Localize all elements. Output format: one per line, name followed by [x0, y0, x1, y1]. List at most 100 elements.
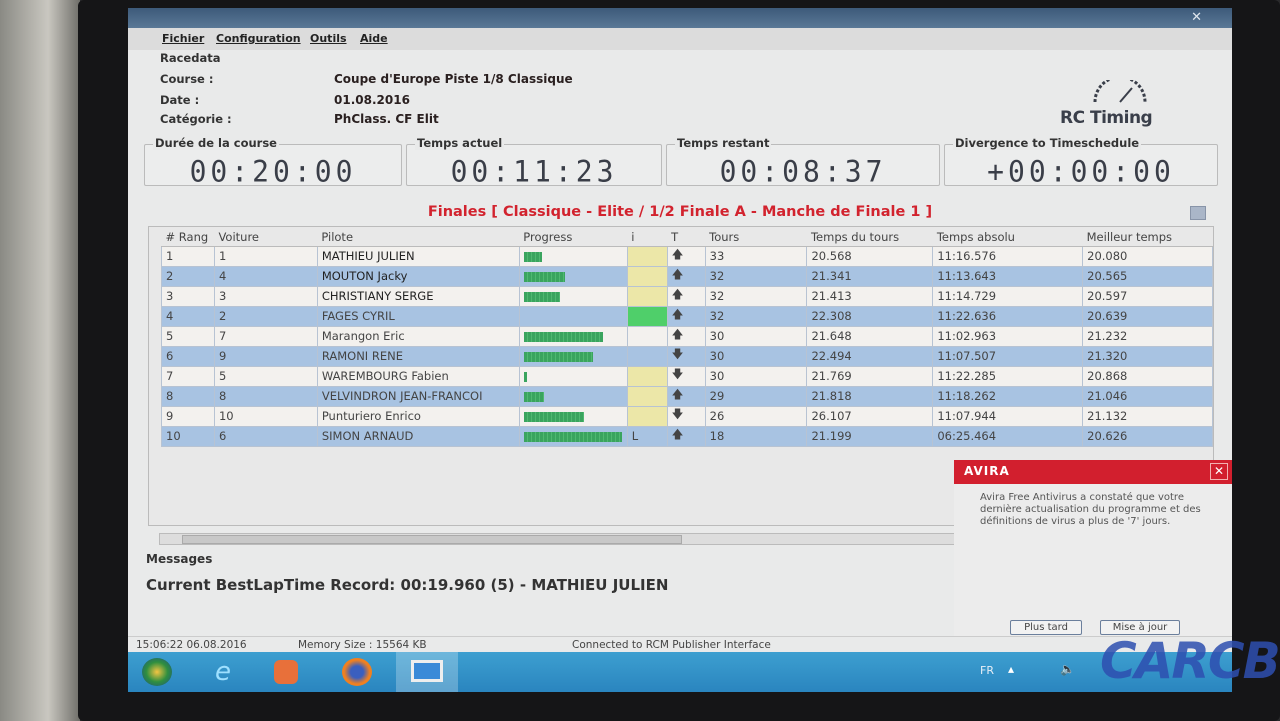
- column-header[interactable]: Temps du tours: [806, 229, 933, 247]
- arrow-up-icon: 🡅: [671, 326, 684, 341]
- cell-trend: 🡅: [666, 285, 706, 307]
- clock-value: 00:11:23: [450, 154, 618, 189]
- internet-explorer-icon[interactable]: e: [215, 657, 231, 687]
- column-header[interactable]: Pilote: [317, 229, 520, 247]
- clock-label: Divergence to Timeschedule: [953, 136, 1142, 150]
- settings-icon[interactable]: [1190, 206, 1206, 220]
- cell-temps-absolu: 11:16.576: [932, 245, 1084, 267]
- media-player-icon[interactable]: [274, 660, 298, 684]
- language-indicator[interactable]: FR: [980, 664, 994, 677]
- cell-voiture: 8: [213, 385, 318, 407]
- arrow-up-icon: 🡅: [671, 286, 684, 301]
- cell-info: L: [626, 425, 668, 447]
- column-header[interactable]: Temps absolu: [932, 229, 1083, 247]
- table-row[interactable]: 8 8 VELVINDRON JEAN-FRANCOI 🡅 29 21.818 11:18.…: [161, 385, 1213, 407]
- cell-info: [626, 245, 668, 267]
- tray-up-icon[interactable]: ▴: [1008, 662, 1015, 676]
- cell-temps-absolu: 11:07.507: [932, 345, 1084, 367]
- messages-title: Messages: [146, 552, 213, 566]
- table-row[interactable]: 2 4 MOUTON Jacky 🡅 32 21.341 11:13.643 20.565: [161, 265, 1213, 287]
- cell-voiture: 4: [213, 265, 318, 287]
- column-header[interactable]: Voiture: [214, 229, 318, 247]
- course-value: Coupe d'Europe Piste 1/8 Classique: [334, 72, 573, 86]
- cell-meilleur: 21.320: [1082, 345, 1213, 367]
- cell-info: [626, 325, 668, 347]
- cell-pilote: FAGES CYRIL: [316, 305, 520, 327]
- volume-icon[interactable]: 🔈: [1060, 662, 1075, 676]
- cell-info: [626, 365, 668, 387]
- table-row[interactable]: 1 1 MATHIEU JULIEN 🡅 33 20.568 11:16.576 20.080: [161, 245, 1213, 267]
- close-icon[interactable]: ✕: [1191, 10, 1202, 25]
- column-header[interactable]: # Rang: [161, 229, 215, 247]
- table-row[interactable]: 10 6 SIMON ARNAUD L 🡅 18 21.199 06:25.464 20.626: [161, 425, 1213, 447]
- menu-fichier[interactable]: Fichier: [162, 32, 205, 45]
- table-row[interactable]: 7 5 WAREMBOURG Fabien 🡇 30 21.769 11:22.285 20.…: [161, 365, 1213, 387]
- cell-info: [626, 265, 668, 287]
- scrollbar-thumb[interactable]: [182, 535, 682, 544]
- cell-temps-tour: 21.341: [806, 265, 934, 287]
- table-row[interactable]: 9 10 Punturiero Enrico 🡇 26 26.107 11:07.944 21…: [161, 405, 1213, 427]
- cell-tours: 30: [704, 325, 808, 347]
- column-header[interactable]: Tours: [705, 229, 807, 247]
- progress-bar: [523, 371, 527, 382]
- later-button[interactable]: Plus tard: [1010, 620, 1082, 635]
- cell-trend: 🡅: [666, 265, 706, 287]
- avira-notification: AVIRA ✕ Avira Free Antivirus a constaté …: [954, 460, 1232, 636]
- column-header[interactable]: T: [667, 229, 706, 247]
- cell-rang: 1: [161, 245, 215, 267]
- cell-tours: 33: [704, 245, 808, 267]
- cell-trend: 🡅: [666, 385, 706, 407]
- cell-temps-tour: 21.648: [806, 325, 934, 347]
- table-row[interactable]: 3 3 CHRISTIANY SERGE 🡅 32 21.413 11:14.729 20.5…: [161, 285, 1213, 307]
- date-label: Date :: [160, 93, 200, 107]
- cell-meilleur: 20.626: [1082, 425, 1213, 447]
- cell-progress: [518, 265, 628, 287]
- avira-message: Avira Free Antivirus a constaté que votr…: [980, 492, 1201, 527]
- cell-temps-absolu: 11:02.963: [932, 325, 1084, 347]
- update-button[interactable]: Mise à jour: [1100, 620, 1180, 635]
- column-header[interactable]: i: [627, 229, 668, 247]
- cell-rang: 4: [161, 305, 215, 327]
- firefox-icon[interactable]: [342, 658, 372, 686]
- cell-pilote: MATHIEU JULIEN: [316, 245, 520, 267]
- title-bar: ✕: [128, 8, 1232, 28]
- cell-meilleur: 21.046: [1082, 385, 1213, 407]
- cell-meilleur: 20.597: [1082, 285, 1213, 307]
- logo-text: RC Timing: [1060, 108, 1153, 128]
- arrow-up-icon: 🡅: [671, 266, 684, 281]
- table-row[interactable]: 4 2 FAGES CYRIL 🡅 32 22.308 11:22.636 20.639: [161, 305, 1213, 327]
- cell-temps-tour: 22.308: [806, 305, 934, 327]
- start-button-icon[interactable]: [142, 658, 172, 686]
- menu-bar: Fichier Configuration Outils Aide: [128, 28, 1232, 50]
- avira-close-icon[interactable]: ✕: [1210, 463, 1228, 480]
- cell-rang: 7: [161, 365, 215, 387]
- cell-temps-tour: 21.199: [806, 425, 934, 447]
- cell-tours: 30: [704, 365, 808, 387]
- column-header[interactable]: Progress: [519, 229, 628, 247]
- gauge-icon: [1093, 80, 1147, 103]
- taskbar-app-rctiming[interactable]: [396, 652, 458, 692]
- cell-tours: 30: [704, 345, 808, 367]
- clock-actuel: Temps actuel 00:11:23: [406, 136, 662, 189]
- menu-configuration[interactable]: Configuration: [216, 32, 301, 45]
- cell-progress: [518, 285, 628, 307]
- cell-pilote: VELVINDRON JEAN-FRANCOI: [316, 385, 520, 407]
- progress-bar: [523, 391, 544, 402]
- cell-voiture: 2: [213, 305, 318, 327]
- menu-outils[interactable]: Outils: [310, 32, 347, 45]
- cell-meilleur: 20.565: [1082, 265, 1213, 287]
- cell-tours: 32: [704, 285, 808, 307]
- cell-progress: [518, 305, 628, 327]
- date-value: 01.08.2016: [334, 93, 410, 107]
- course-label: Course :: [160, 72, 214, 86]
- horizontal-scrollbar[interactable]: [159, 533, 959, 545]
- heat-title: Finales [ Classique - Elite / 1/2 Finale…: [427, 204, 933, 220]
- table-row[interactable]: 6 9 RAMONI RENE 🡇 30 22.494 11:07.507 21.320: [161, 345, 1213, 367]
- table-row[interactable]: 5 7 Marangon Eric 🡅 30 21.648 11:02.963 21.232: [161, 325, 1213, 347]
- column-header[interactable]: Meilleur temps: [1082, 229, 1213, 247]
- status-connection: Connected to RCM Publisher Interface: [572, 639, 771, 651]
- cell-rang: 2: [161, 265, 215, 287]
- menu-aide[interactable]: Aide: [360, 32, 388, 45]
- cell-progress: [518, 365, 628, 387]
- cell-trend: 🡅: [666, 305, 706, 327]
